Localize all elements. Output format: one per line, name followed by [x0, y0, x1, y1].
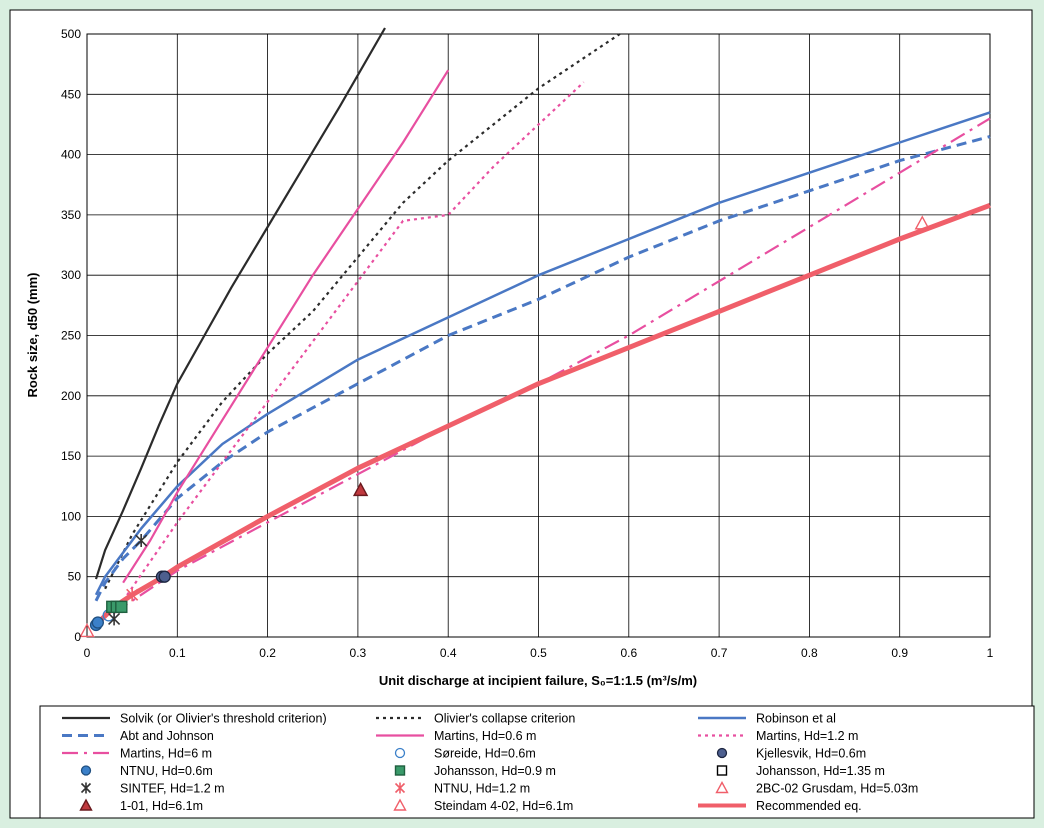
- x-tick-label: 0.6: [620, 646, 637, 660]
- legend-swatch-ntnu-hd-0-6m: [80, 765, 92, 776]
- series-line-martins-hd-0-6-m: [122, 69, 450, 584]
- tick-layer: 0 0.1 0.2 0.3 0.4 0.5 0.6 0.7 0.8 0.9 1 0 50 100 150 20…: [61, 27, 994, 660]
- y-tick-label: 100: [61, 509, 81, 523]
- legend-label-2bc-02-grusdam-hd-5-03m: 2BC-02 Grusdam, Hd=5.03m: [756, 782, 918, 796]
- series-line-martins-hd-1-2-m: [122, 81, 585, 602]
- x-tick-label: 0.9: [891, 646, 908, 660]
- y-tick-label: 150: [61, 449, 81, 463]
- legend-swatch-johansson-hd-0-9-m: [394, 765, 406, 776]
- x-tick-label: 0.3: [350, 646, 367, 660]
- x-tick-label: 0.2: [259, 646, 276, 660]
- data-point-1-01-hd-6-1m: [352, 481, 369, 497]
- legend-label-johansson-hd-1-35-m: Johansson, Hd=1.35 m: [756, 764, 885, 778]
- data-point-kjellesvik-hd-0-6m: [158, 570, 171, 583]
- data-point-ntnu-hd-1-2-m: [126, 588, 139, 602]
- series-line-recommended-eq: [94, 202, 991, 627]
- data-point-steindam-4-02-hd-6-1m: [79, 623, 95, 638]
- legend-label-kjellesvik-hd-0-6m: Kjellesvik, Hd=0.6m: [756, 747, 866, 761]
- legend-swatch-1-01-hd-6-1m: [79, 798, 93, 811]
- marker-layer: [79, 215, 930, 638]
- legend-label-ntnu-hd-1-2-m: NTNU, Hd=1.2 m: [434, 782, 530, 796]
- legend-swatch-kjellesvik-hd-0-6m: [716, 747, 728, 759]
- legend: Solvik (or Olivier's threshold criterion…: [62, 712, 918, 813]
- legend-label-abt-and-johnson: Abt and Johnson: [120, 729, 214, 743]
- legend-label-1-01-hd-6-1m: 1-01, Hd=6.1m: [120, 799, 203, 813]
- legend-label-martins-hd-6-m: Martins, Hd=6 m: [120, 747, 212, 761]
- legend-box: [39, 705, 1035, 819]
- y-tick-label: 300: [61, 268, 81, 282]
- y-tick-label: 250: [61, 329, 81, 343]
- data-point-sintef-hd-1-2-m: [108, 612, 121, 626]
- legend-label-robinson-et-al: Robinson et al: [756, 712, 836, 726]
- legend-swatch-ntnu-hd-1-2-m: [394, 782, 406, 794]
- x-tick-label: 0.5: [530, 646, 547, 660]
- y-tick-label: 200: [61, 389, 81, 403]
- x-tick-label: 0.7: [711, 646, 728, 660]
- data-point-sintef-hd-1-2-m: [135, 534, 148, 548]
- legend-label-recommended-eq: Recommended eq.: [756, 799, 862, 813]
- legend-swatch-2bc-02-grusdam-hd-5-03m: [715, 781, 729, 794]
- legend-label-solvik-or-olivier-s-threshold-criterion: Solvik (or Olivier's threshold criterion…: [120, 712, 327, 726]
- y-axis-label: Rock size, d50 (mm): [25, 273, 40, 398]
- x-tick-label: 0.1: [169, 646, 186, 660]
- y-tick-label: 50: [68, 570, 82, 584]
- x-tick-label: 0.4: [440, 646, 457, 660]
- legend-swatch-johansson-hd-1-35-m: [716, 765, 728, 776]
- x-tick-label: 1: [987, 646, 994, 660]
- legend-swatch-steindam-4-02-hd-6-1m: [393, 798, 407, 811]
- y-tick-label: 400: [61, 148, 81, 162]
- legend-swatch-sintef-hd-1-2-m: [80, 782, 92, 794]
- series-line-abt-and-johnson: [94, 135, 991, 602]
- y-tick-label: 350: [61, 208, 81, 222]
- series-line-solvik-or-olivier-s-threshold-criterion: [94, 27, 386, 580]
- data-point-2bc-02-grusdam-hd-5-03m: [914, 215, 930, 230]
- data-point-ntnu-hd-0-6m: [91, 616, 104, 629]
- legend-label-martins-hd-0-6-m: Martins, Hd=0.6 m: [434, 729, 536, 743]
- legend-label-ntnu-hd-0-6m: NTNU, Hd=0.6m: [120, 764, 213, 778]
- y-tick-label: 500: [61, 27, 81, 41]
- legend-label-sintef-hd-1-2-m: SINTEF, Hd=1.2 m: [120, 782, 225, 796]
- legend-label-olivier-s-collapse-criterion: Olivier's collapse criterion: [434, 712, 575, 726]
- x-axis-label: Unit discharge at incipient failure, S₀=…: [379, 673, 697, 688]
- legend-swatch-s-reide-hd-0-6m: [394, 747, 406, 759]
- x-tick-label: 0: [84, 646, 91, 660]
- legend-label-s-reide-hd-0-6m: Søreide, Hd=0.6m: [434, 747, 536, 761]
- y-tick-label: 450: [61, 87, 81, 101]
- legend-label-steindam-4-02-hd-6-1m: Steindam 4-02, Hd=6.1m: [434, 799, 573, 813]
- data-point-johansson-hd-0-9-m: [115, 600, 128, 614]
- x-tick-label: 0.8: [801, 646, 818, 660]
- y-tick-label: 0: [74, 630, 81, 644]
- series-line-robinson-et-al: [94, 111, 991, 596]
- series-line-olivier-s-collapse-criterion: [104, 33, 621, 590]
- legend-label-johansson-hd-0-9-m: Johansson, Hd=0.9 m: [434, 764, 556, 778]
- legend-label-martins-hd-1-2-m: Martins, Hd=1.2 m: [756, 729, 858, 743]
